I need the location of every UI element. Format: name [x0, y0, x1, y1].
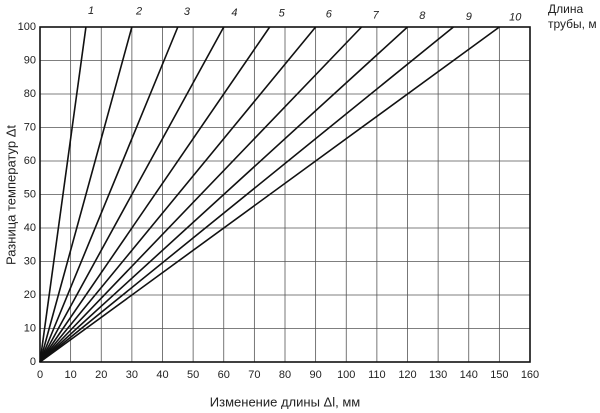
y-tick-label: 40: [24, 222, 36, 234]
y-tick-label: 0: [30, 356, 36, 368]
x-tick-label: 10: [65, 369, 77, 381]
x-tick-label: 160: [521, 369, 539, 381]
x-tick-label: 80: [279, 369, 291, 381]
series-label: 7: [373, 9, 380, 21]
x-tick-label: 0: [37, 369, 43, 381]
x-tick-label: 120: [398, 369, 416, 381]
y-tick-label: 60: [24, 155, 36, 167]
series-label: 4: [231, 7, 237, 19]
series-label: 3: [184, 6, 191, 18]
y-tick-label: 20: [24, 289, 36, 301]
series-line: [39, 26, 317, 363]
series-label: 9: [466, 11, 472, 23]
series-line: [39, 26, 363, 363]
x-tick-label: 40: [156, 369, 168, 381]
plot-frame: [39, 26, 531, 363]
y-tick-label: 30: [24, 255, 36, 267]
series-line: [39, 26, 271, 363]
x-tick-label: 130: [429, 369, 447, 381]
x-tick-label: 150: [490, 369, 508, 381]
y-tick-label: 70: [24, 121, 36, 133]
series-line: [39, 26, 87, 363]
x-tick-label: 90: [310, 369, 322, 381]
y-tick-label: 100: [18, 21, 36, 33]
series-label: 5: [279, 8, 286, 20]
x-tick-label: 140: [460, 369, 478, 381]
y-tick-label: 90: [24, 54, 36, 66]
x-tick-label: 50: [187, 369, 199, 381]
x-tick-label: 70: [248, 369, 260, 381]
series-line: [39, 26, 133, 363]
series-label: 8: [419, 10, 426, 22]
y-tick-label: 50: [24, 188, 36, 200]
series-label: 6: [326, 9, 333, 21]
legend-title: Длина трубы, м: [548, 2, 597, 31]
y-axis-label: Разница температур Δt: [3, 125, 18, 265]
series-label: 10: [509, 11, 522, 23]
y-tick-label: 10: [24, 322, 36, 334]
x-tick-label: 100: [337, 369, 355, 381]
series-line: [39, 26, 454, 363]
x-tick-label: 60: [218, 369, 230, 381]
x-tick-label: 30: [126, 369, 138, 381]
y-tick-label: 80: [24, 88, 36, 100]
x-axis-label: Изменение длины Δl, мм: [210, 394, 360, 409]
series-label: 1: [88, 5, 94, 17]
series-line: [39, 26, 225, 363]
x-tick-label: 110: [368, 369, 386, 381]
series-line: [39, 26, 409, 363]
x-tick-label: 20: [95, 369, 107, 381]
series-line: [39, 26, 500, 363]
series-line: [39, 26, 179, 363]
series-label: 2: [135, 5, 142, 17]
